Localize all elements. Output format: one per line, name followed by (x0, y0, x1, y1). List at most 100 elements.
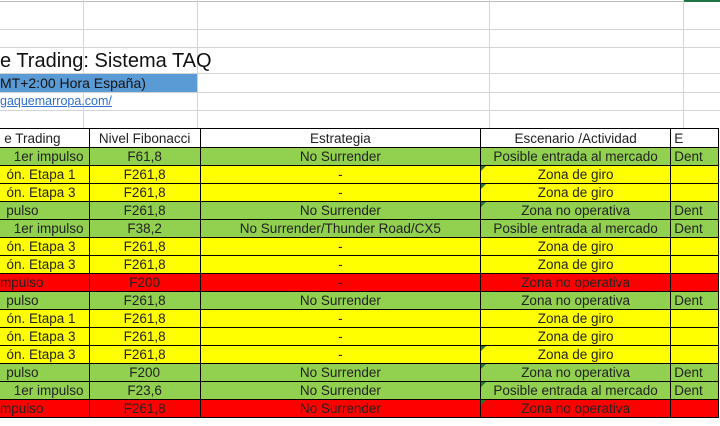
cell-phase[interactable]: ón. Etapa 3 (0, 345, 90, 364)
cell-escenario[interactable]: Zona no operativa (479, 291, 672, 310)
cell-text: F23,6 (127, 383, 162, 398)
cell-phase[interactable]: 1er impulso (0, 147, 90, 166)
cell-phase[interactable]: ón. Etapa 3 (0, 327, 90, 346)
cell-escenario[interactable]: Zona no operativa (479, 363, 672, 382)
cell-text: 1er impulso (13, 149, 84, 164)
cell-estrategia[interactable]: - (199, 345, 481, 364)
cell-escenario[interactable]: Zona no operativa (479, 399, 672, 418)
cell-estrategia[interactable]: - (199, 165, 481, 184)
cell-phase[interactable]: ón. Etapa 3 (0, 183, 90, 202)
cell-text: Dent (674, 149, 703, 164)
cell-estrategia[interactable]: No Surrender/Thunder Road/CX5 (199, 219, 481, 238)
cell-estrategia[interactable]: No Surrender (199, 291, 481, 310)
timezone-banner[interactable]: MT+2:00 Hora España) (0, 74, 197, 92)
cell-escenario[interactable]: Zona de giro (479, 183, 672, 202)
cell-fibonacci[interactable]: F261,8 (88, 165, 201, 184)
header-estrategia[interactable]: Estrategia (199, 128, 481, 148)
cell-escenario[interactable]: Zona de giro (479, 165, 672, 184)
cell-estrategia[interactable]: No Surrender (199, 201, 481, 220)
cell-fibonacci[interactable]: F261,8 (88, 345, 201, 364)
header-fibonacci[interactable]: Nivel Fibonacci (88, 128, 201, 148)
cell-text: Dent (674, 365, 703, 380)
website-link[interactable]: gaquemarropa.com/ (0, 94, 112, 108)
cell-fibonacci[interactable]: F261,8 (88, 291, 201, 310)
cell-text: No Surrender/Thunder Road/CX5 (239, 221, 441, 236)
gridline (0, 110, 720, 111)
cell-fibonacci[interactable]: F261,8 (88, 201, 201, 220)
cell-extra[interactable] (670, 273, 719, 292)
cell-escenario[interactable]: Zona de giro (479, 237, 672, 256)
cell-text: - (338, 347, 343, 362)
cell-fibonacci[interactable]: F261,8 (88, 327, 201, 346)
cell-estrategia[interactable]: - (199, 327, 481, 346)
cell-fibonacci[interactable]: F23,6 (88, 381, 201, 400)
cell-fibonacci[interactable]: F261,8 (88, 399, 201, 418)
cell-fibonacci[interactable]: F38,2 (88, 219, 201, 238)
cell-text: F38,2 (127, 221, 162, 236)
cell-phase[interactable]: mpulso (0, 399, 90, 418)
cell-escenario[interactable]: Zona de giro (479, 327, 672, 346)
cell-estrategia[interactable]: - (199, 273, 481, 292)
cell-phase[interactable]: pulso (0, 363, 90, 382)
cell-estrategia[interactable]: - (199, 237, 481, 256)
cell-fibonacci[interactable]: F261,8 (88, 309, 201, 328)
cell-text: Zona de giro (537, 257, 614, 272)
cell-phase[interactable]: ón. Etapa 3 (0, 255, 90, 274)
cell-text: No Surrender (299, 293, 381, 308)
cell-phase[interactable]: 1er impulso (0, 381, 90, 400)
sheet-title[interactable]: e Trading: Sistema TAQ (0, 50, 212, 72)
cell-phase[interactable]: pulso (0, 291, 90, 310)
cell-extra[interactable]: Dent (670, 291, 719, 310)
cell-text: ón. Etapa 1 (6, 167, 76, 182)
trading-table: e Trading Nivel Fibonacci Estrategia Esc… (0, 128, 719, 418)
header-trading[interactable]: e Trading (0, 128, 90, 148)
cell-extra[interactable]: Dent (670, 219, 719, 238)
cell-text: Dent (674, 383, 703, 398)
cell-estrategia[interactable]: No Surrender (199, 381, 481, 400)
cell-text: F261,8 (123, 347, 166, 362)
cell-fibonacci[interactable]: F200 (88, 273, 201, 292)
cell-extra[interactable]: Dent (670, 381, 719, 400)
cell-escenario[interactable]: Posible entrada al mercado (479, 381, 672, 400)
cell-extra[interactable] (670, 309, 719, 328)
cell-extra[interactable] (670, 237, 719, 256)
cell-extra[interactable] (670, 165, 719, 184)
cell-escenario[interactable]: Posible entrada al mercado (479, 219, 672, 238)
cell-estrategia[interactable]: - (199, 255, 481, 274)
cell-escenario[interactable]: Zona de giro (479, 309, 672, 328)
cell-escenario[interactable]: Posible entrada al mercado (479, 147, 672, 166)
cell-extra[interactable] (670, 345, 719, 364)
cell-phase[interactable]: ón. Etapa 1 (0, 309, 90, 328)
cell-phase[interactable]: 1er impulso (0, 219, 90, 238)
cell-estrategia[interactable]: No Surrender (199, 399, 481, 418)
cell-extra[interactable] (670, 399, 719, 418)
cell-extra[interactable]: Dent (670, 147, 719, 166)
cell-escenario[interactable]: Zona no operativa (479, 273, 672, 292)
cell-extra[interactable] (670, 327, 719, 346)
cell-extra[interactable] (670, 255, 719, 274)
cell-extra[interactable]: Dent (670, 201, 719, 220)
cell-fibonacci[interactable]: F200 (88, 363, 201, 382)
cell-escenario[interactable]: Zona de giro (479, 255, 672, 274)
cell-extra[interactable] (670, 183, 719, 202)
cell-phase[interactable]: ón. Etapa 3 (0, 237, 90, 256)
cell-estrategia[interactable]: No Surrender (199, 363, 481, 382)
cell-escenario[interactable]: Zona no operativa (479, 201, 672, 220)
cell-estrategia[interactable]: No Surrender (199, 147, 481, 166)
cell-phase[interactable]: ón. Etapa 1 (0, 165, 90, 184)
cell-extra[interactable]: Dent (670, 363, 719, 382)
cell-fibonacci[interactable]: F61,8 (88, 147, 201, 166)
cell-escenario[interactable]: Zona de giro (479, 345, 672, 364)
cell-fibonacci[interactable]: F261,8 (88, 183, 201, 202)
header-e[interactable]: E (670, 128, 719, 148)
cell-estrategia[interactable]: - (199, 183, 481, 202)
cell-text: F261,8 (123, 329, 166, 344)
cell-fibonacci[interactable]: F261,8 (88, 255, 201, 274)
cell-phase[interactable]: mpulso (0, 273, 90, 292)
cell-text: Zona no operativa (521, 203, 631, 218)
cell-phase[interactable]: pulso (0, 201, 90, 220)
header-escenario[interactable]: Escenario /Actividad (479, 128, 672, 148)
cell-text: 1er impulso (13, 221, 84, 236)
cell-estrategia[interactable]: - (199, 309, 481, 328)
cell-fibonacci[interactable]: F261,8 (88, 237, 201, 256)
